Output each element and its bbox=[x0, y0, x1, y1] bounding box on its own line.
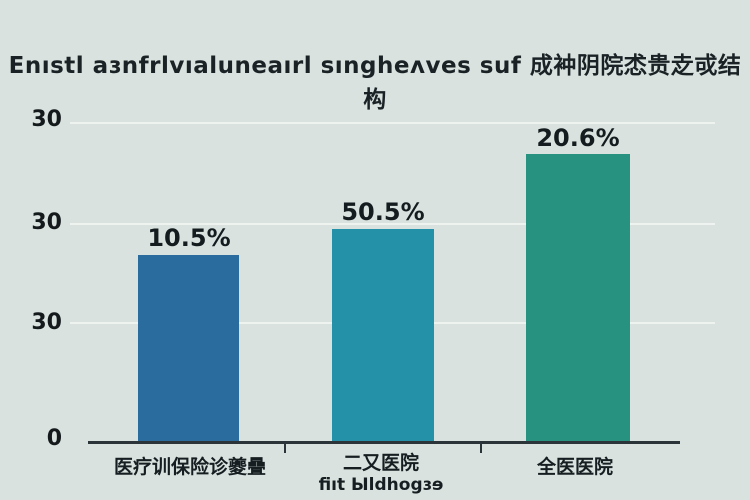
y-tick-label: 30 bbox=[31, 107, 62, 132]
bar-secondary-hospital bbox=[332, 229, 434, 442]
bar-value-label: 10.5% bbox=[147, 224, 231, 252]
gridline bbox=[70, 223, 715, 225]
bar-medical-insurance bbox=[138, 255, 239, 442]
x-category-text: 二又医院 bbox=[342, 452, 419, 474]
bar-all-hospitals bbox=[526, 154, 630, 442]
y-tick-label: 30 bbox=[31, 310, 62, 335]
x-axis-line bbox=[88, 441, 680, 444]
x-axis-tick bbox=[480, 444, 482, 453]
x-category-label: 二又医院 fiıt Ыldhogɜɘ bbox=[271, 452, 491, 495]
y-tick-label: 30 bbox=[31, 210, 62, 235]
x-category-text: 医疗训保险诊夔曡 bbox=[113, 456, 266, 478]
chart-title: Enıstl aɜnfrlvıaluneaırl sıngheʌves suf … bbox=[8, 53, 742, 113]
x-category-label: 医疗训保险诊夔曡 bbox=[80, 456, 300, 479]
x-category-label: 全医医院 bbox=[465, 456, 685, 479]
bar-value-label: 20.6% bbox=[536, 124, 620, 152]
y-tick-label: 0 bbox=[46, 426, 62, 451]
x-axis-tick bbox=[284, 444, 286, 453]
gridline bbox=[70, 122, 715, 124]
x-category-text: 全医医院 bbox=[536, 456, 613, 478]
x-category-subtext: fiıt Ыldhogɜɘ bbox=[318, 474, 444, 495]
bar-value-label: 50.5% bbox=[341, 198, 425, 226]
